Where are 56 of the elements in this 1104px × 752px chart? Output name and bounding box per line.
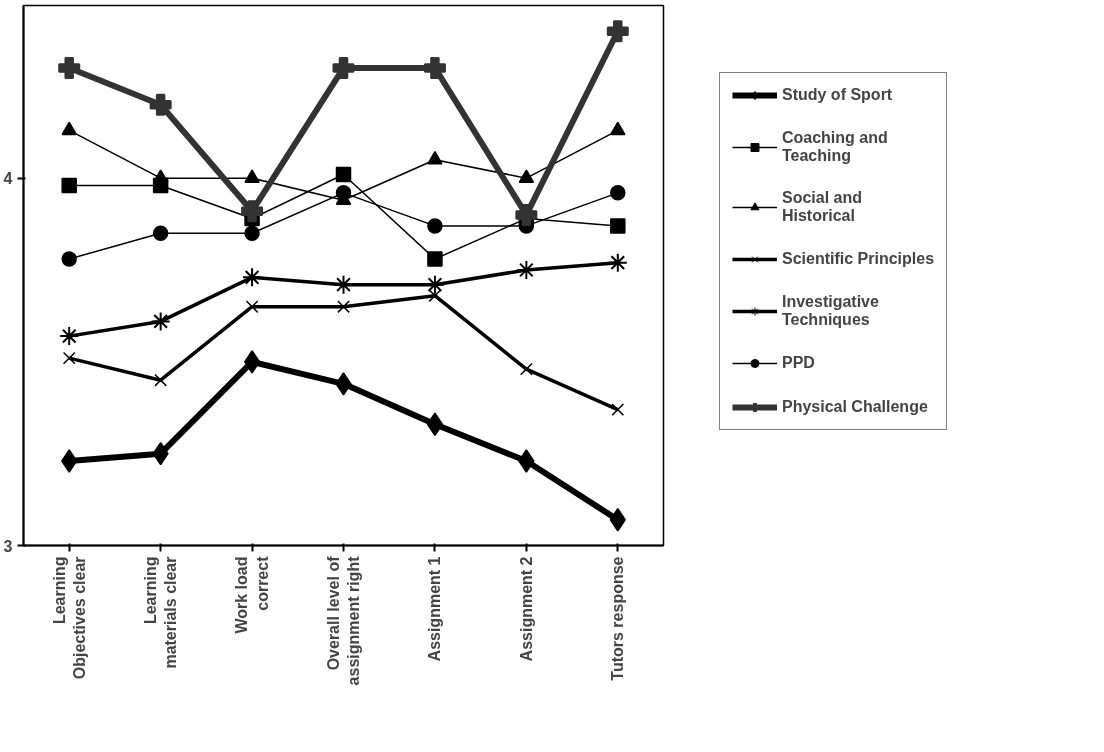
legend-label: Study of Sport <box>781 86 893 104</box>
point <box>59 326 80 347</box>
point <box>427 251 443 267</box>
point <box>58 56 81 79</box>
point <box>61 251 77 267</box>
point <box>610 121 626 136</box>
point <box>61 177 77 194</box>
legend-label: Investigative Techniques <box>781 293 879 329</box>
point <box>241 200 264 223</box>
x-tick-label: Learning materials clear <box>141 556 180 669</box>
x-tick-label: Work load correct <box>233 555 271 634</box>
x-tick-label: Assignment 2 <box>517 556 535 662</box>
x-tick-label: Assignment 1 <box>426 556 444 662</box>
point <box>518 169 535 183</box>
point <box>244 225 260 241</box>
point <box>150 311 171 332</box>
point <box>244 169 260 183</box>
point <box>62 351 76 365</box>
point <box>335 166 352 183</box>
point <box>243 350 261 374</box>
y-tick-label: 4 <box>3 170 13 188</box>
legend-label: Social and Historical <box>781 189 862 225</box>
point <box>515 203 538 226</box>
point <box>242 267 263 288</box>
point <box>611 403 625 416</box>
point <box>428 289 442 303</box>
point <box>426 412 444 437</box>
x-tick-label: Tutors response <box>609 556 627 681</box>
point <box>61 121 77 136</box>
point <box>609 508 626 532</box>
x-tick-label: Learning Objectives clear <box>50 556 88 680</box>
point <box>606 20 629 43</box>
point <box>335 372 352 396</box>
point <box>335 185 352 201</box>
point <box>61 449 78 473</box>
point <box>152 225 169 241</box>
legend-label: Physical Challenge <box>781 398 928 416</box>
y-tick-label: 3 <box>3 537 13 555</box>
point <box>519 362 533 376</box>
point <box>154 373 168 387</box>
point <box>149 93 172 116</box>
point <box>427 150 443 165</box>
point <box>245 300 259 314</box>
point <box>610 218 626 234</box>
point <box>427 218 443 234</box>
point <box>333 274 354 295</box>
point <box>423 56 446 79</box>
legend-label: Scientific Principles <box>781 250 935 268</box>
point <box>607 252 628 273</box>
point <box>337 300 350 314</box>
point <box>516 259 537 280</box>
point <box>610 185 626 201</box>
point <box>518 449 535 473</box>
legend-label: PPD <box>781 354 815 372</box>
legend-label: Coaching and Teaching <box>781 129 888 165</box>
point <box>332 56 355 79</box>
